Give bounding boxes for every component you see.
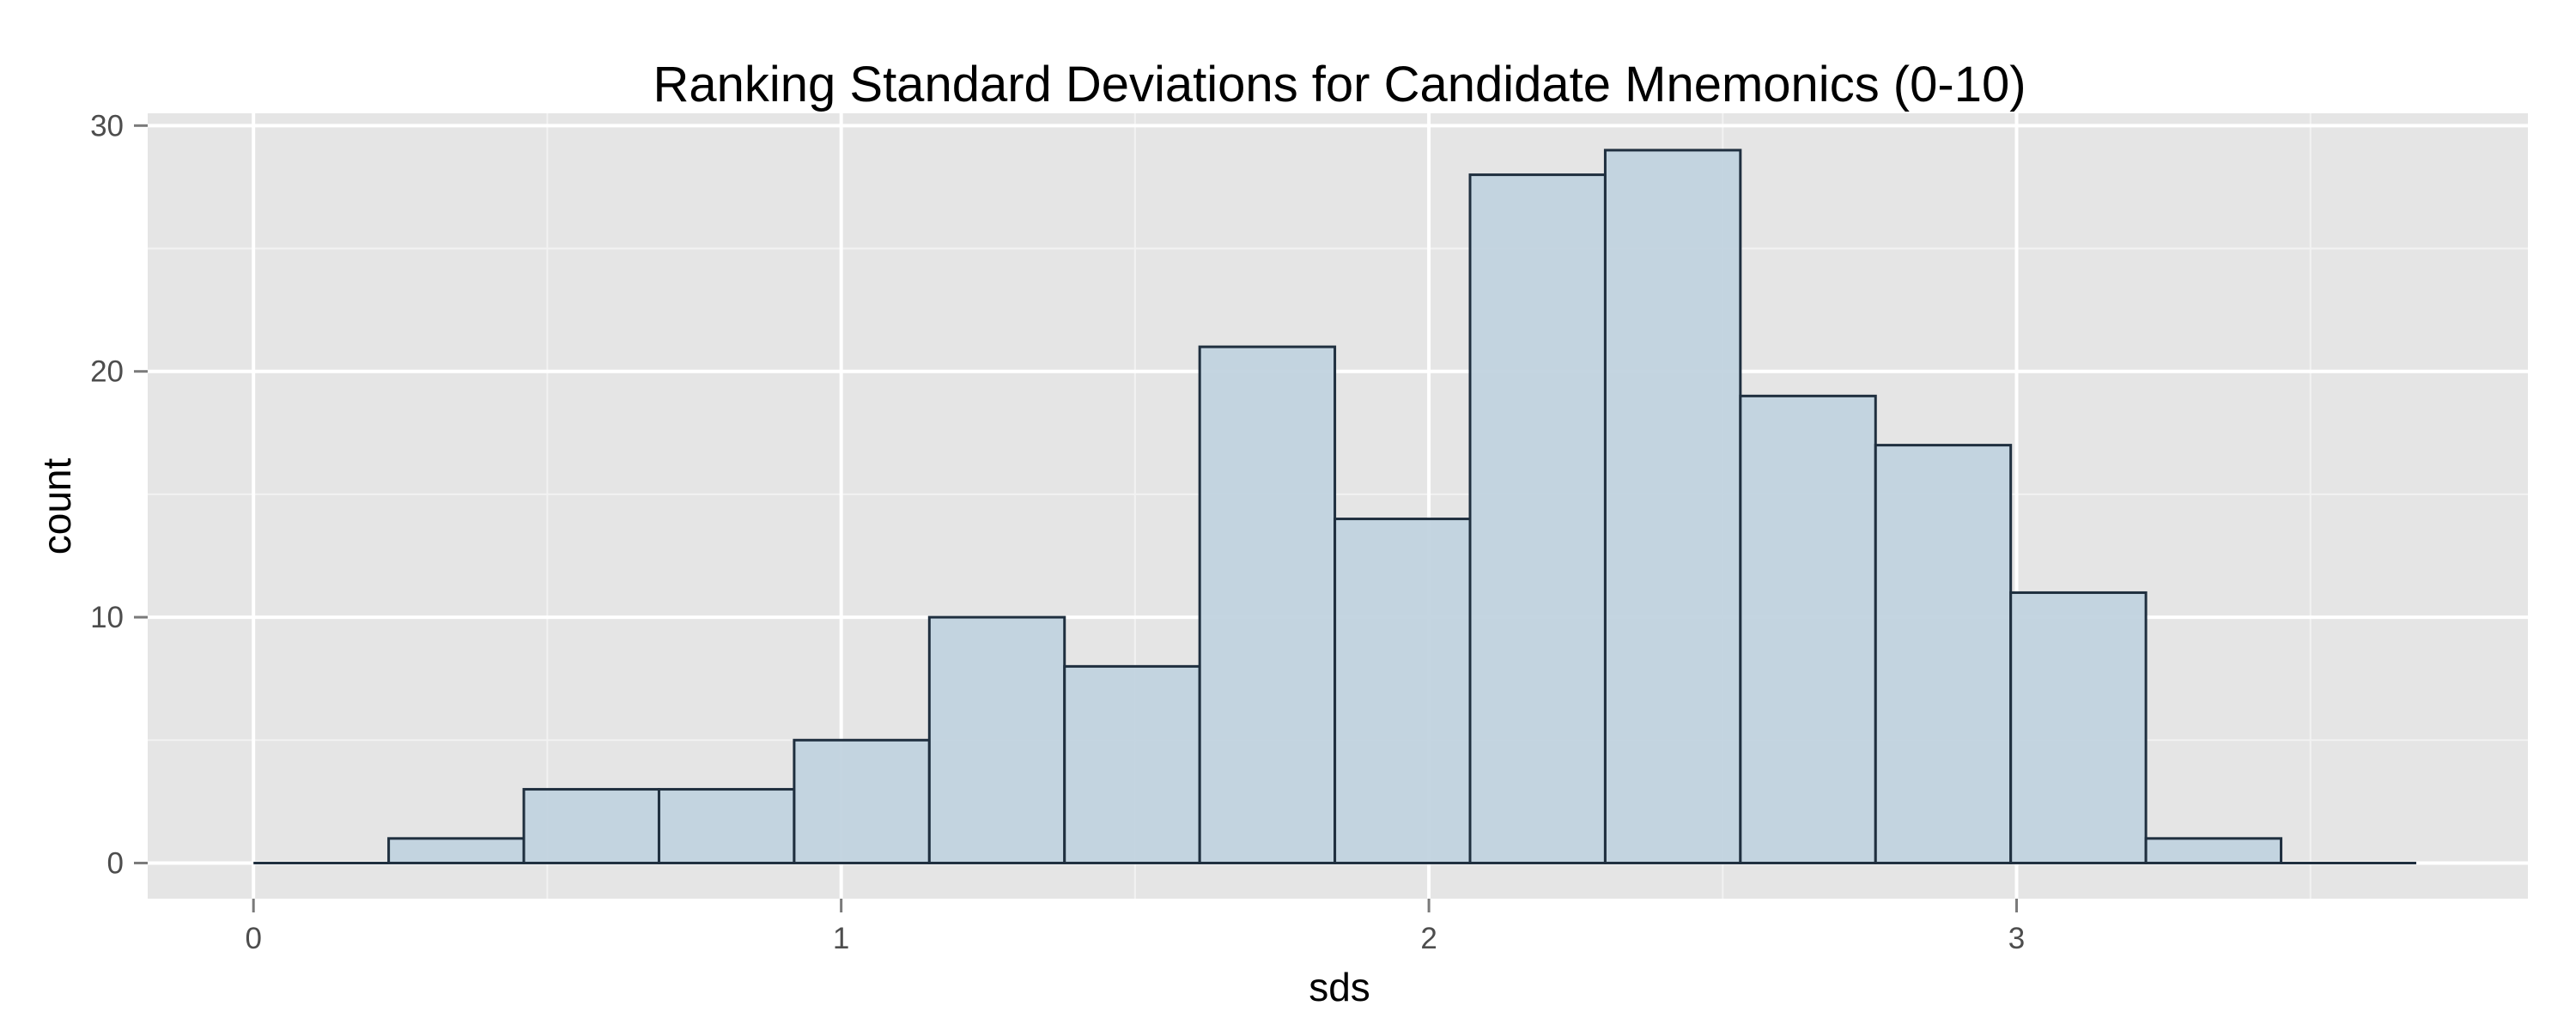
x-axis-title: sds <box>1309 965 1370 1009</box>
histogram-bars <box>253 148 2416 864</box>
y-tick-label-3: 30 <box>90 109 124 142</box>
histogram-bar-9 <box>1468 173 1607 864</box>
x-tick-label-2: 2 <box>1420 922 1437 955</box>
y-axis-title: count <box>34 458 79 555</box>
histogram-bar-7 <box>1198 345 1337 864</box>
chart-title: Ranking Standard Deviations for Candidat… <box>653 57 2026 112</box>
histogram-bar-4 <box>793 738 931 864</box>
x-tick-label-0: 0 <box>245 922 261 955</box>
histogram-bar-11 <box>1739 394 1877 864</box>
y-tick-label-2: 20 <box>90 355 124 389</box>
y-tick-label-1: 10 <box>90 601 124 634</box>
x-tick-label-3: 3 <box>2008 922 2025 955</box>
histogram-bar-8 <box>1334 518 1472 864</box>
histogram-bar-5 <box>927 615 1066 864</box>
histogram-bar-6 <box>1063 664 1201 864</box>
histogram-bar-14 <box>2144 837 2283 864</box>
x-tick-label-1: 1 <box>833 922 849 955</box>
histogram-bar-2 <box>522 788 660 864</box>
histogram-bar-12 <box>1874 444 2013 864</box>
histogram-bar-10 <box>1603 148 1742 864</box>
histogram-bar-13 <box>2009 591 2148 864</box>
histogram-bar-3 <box>657 788 796 864</box>
y-tick-label-0: 0 <box>107 846 124 880</box>
histogram-bar-1 <box>387 837 526 864</box>
